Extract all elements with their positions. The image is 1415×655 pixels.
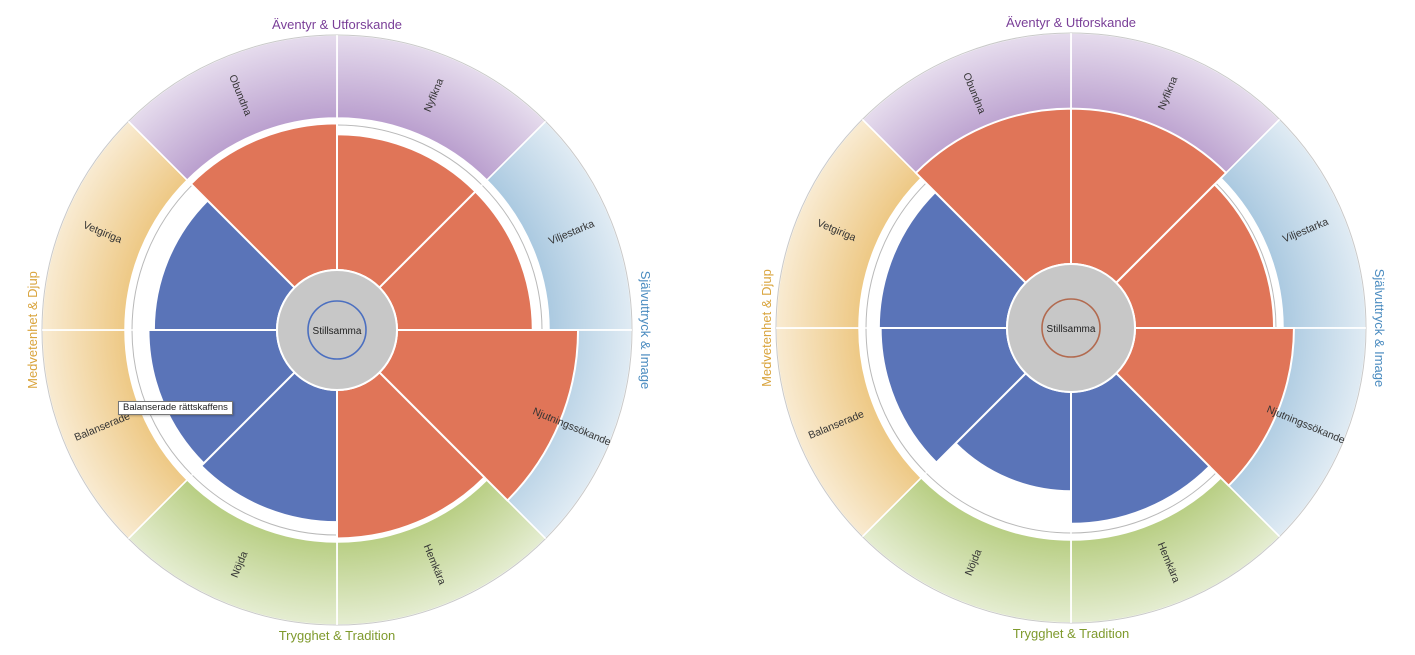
wheel-chart-right: StillsammaNyfiknaViljestarkaNjutningssök… [759, 15, 1387, 641]
group-label-right: Självuttryck & Image [638, 271, 653, 390]
group-label-left: Medvetenhet & Djup [25, 271, 40, 389]
spoke-line [1115, 118, 1281, 284]
spoke-line [378, 120, 547, 289]
group-label-bottom: Trygghet & Tradition [279, 628, 396, 643]
center-disc[interactable] [276, 269, 398, 391]
group-label-right: Självuttryck & Image [1372, 269, 1387, 388]
segment-tooltip: Balanserade rättskaffens [118, 401, 233, 415]
center-ring [307, 300, 367, 360]
spoke-line [127, 371, 296, 540]
group-label-left: Medvetenhet & Djup [759, 269, 774, 387]
group-label-top: Äventyr & Utforskande [272, 17, 402, 32]
spoke-line [127, 120, 296, 289]
spoke-line [861, 118, 1027, 284]
spoke-line [861, 372, 1027, 538]
center-label: Stillsamma [313, 326, 362, 337]
center-disc[interactable] [1006, 263, 1136, 393]
spoke-line [378, 371, 547, 540]
group-label-bottom: Trygghet & Tradition [1013, 626, 1130, 641]
center-label: Stillsamma [1047, 324, 1096, 335]
spoke-line [1115, 372, 1281, 538]
center-ring [1041, 298, 1101, 358]
group-label-top: Äventyr & Utforskande [1006, 15, 1136, 30]
wheel-chart-left: StillsammaNyfiknaViljestarkaNjutningssök… [25, 17, 653, 643]
